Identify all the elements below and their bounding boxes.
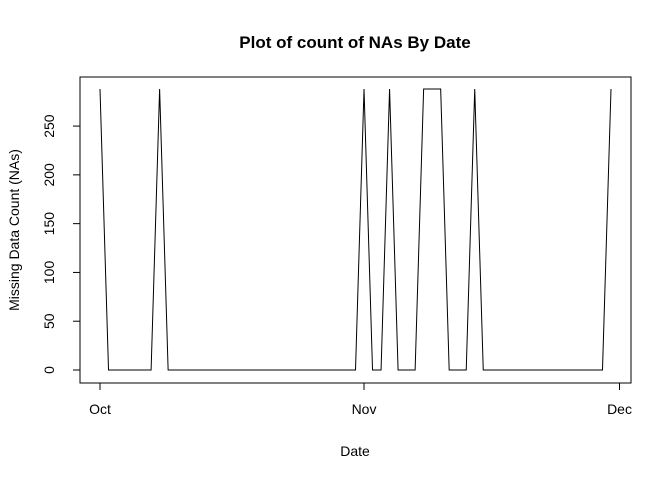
y-tick-label: 0 <box>41 366 57 374</box>
series-group <box>99 88 612 371</box>
y-tick-label: 50 <box>41 313 57 329</box>
chart-title: Plot of count of NAs By Date <box>239 33 470 52</box>
x-tick-label: Dec <box>607 401 632 417</box>
x-axis: Oct Nov Dec <box>89 382 632 417</box>
x-tick-label: Nov <box>352 401 377 417</box>
y-axis-label: Missing Data Count (NAs) <box>6 149 22 311</box>
x-axis-label: Date <box>340 443 370 459</box>
plot-frame <box>79 76 632 384</box>
y-tick-label: 150 <box>41 212 57 236</box>
y-tick-label: 200 <box>41 163 57 187</box>
y-tick-label: 250 <box>41 114 57 138</box>
y-axis: 0 50 100 150 200 250 <box>41 114 81 374</box>
series-line-0 <box>99 88 612 371</box>
y-tick-label: 100 <box>41 261 57 285</box>
x-tick-label: Oct <box>89 401 111 417</box>
